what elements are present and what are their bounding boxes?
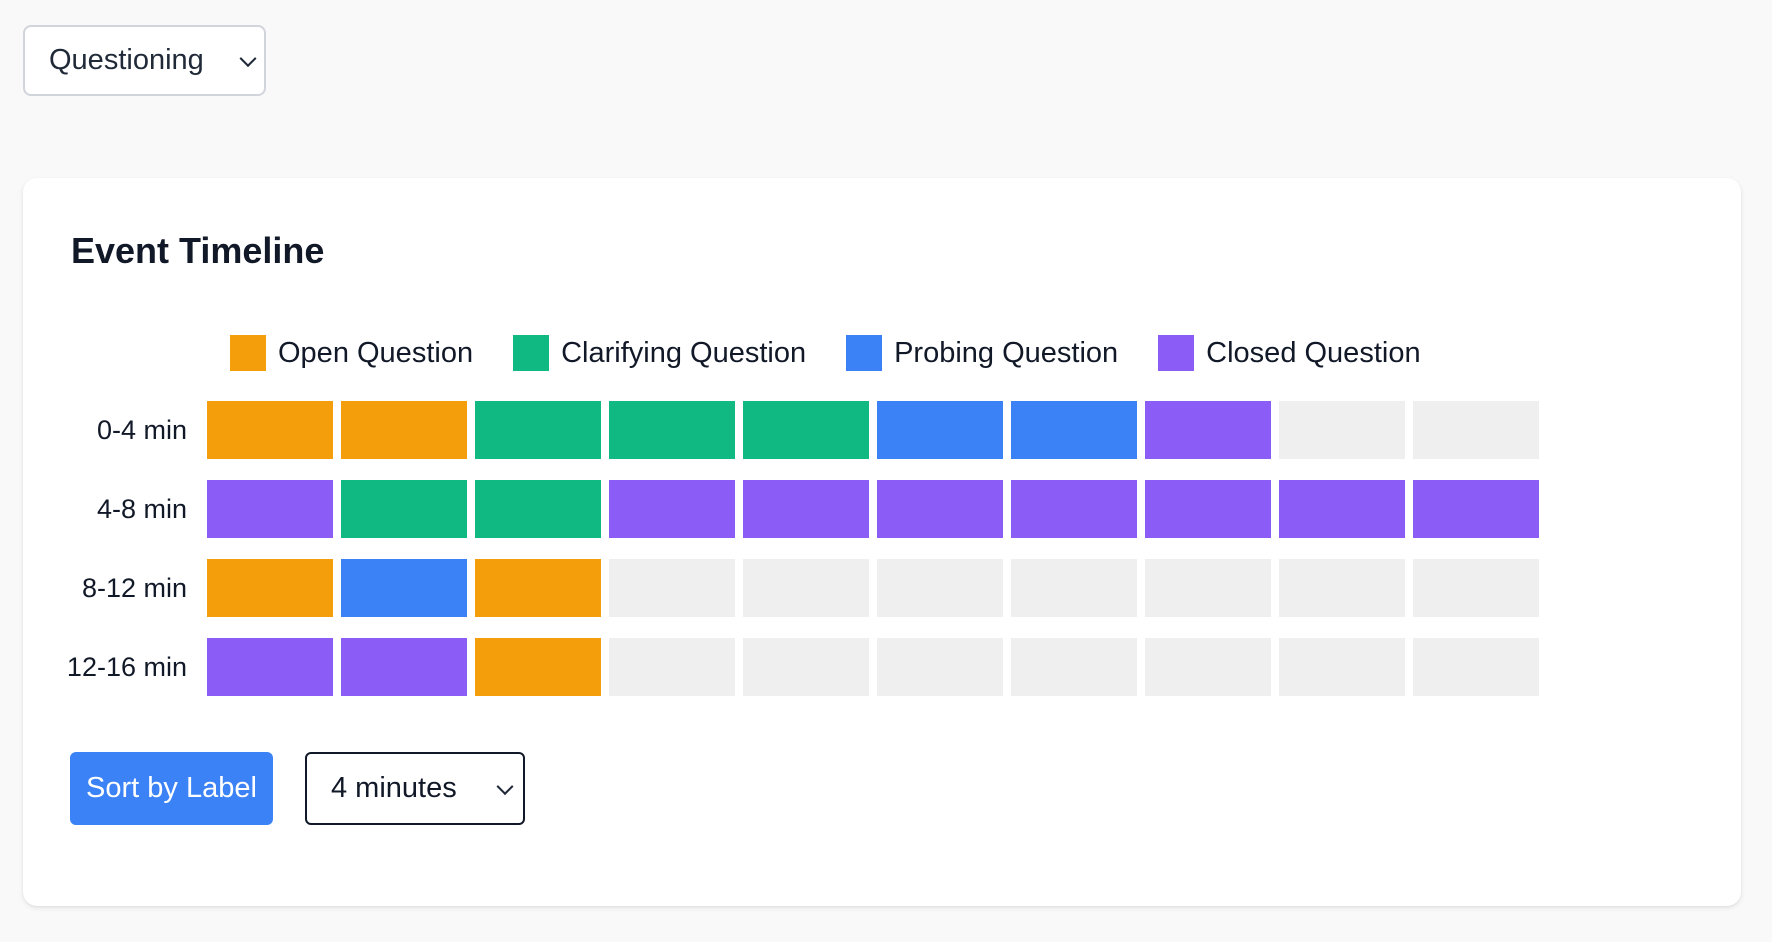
sort-by-label-button[interactable]: Sort by Label <box>70 752 273 825</box>
legend-swatch <box>1158 335 1195 371</box>
event-timeline-card: Event Timeline Open Question Clarifying Q… <box>23 178 1741 906</box>
timeline-cell <box>1145 401 1271 459</box>
legend-swatch <box>513 335 550 371</box>
legend-swatch <box>846 335 883 371</box>
card-title: Event Timeline <box>71 230 325 271</box>
legend-label: Clarifying Question <box>561 336 807 369</box>
timeline-cell-empty <box>1413 638 1539 696</box>
timeline-cell-empty <box>877 638 1003 696</box>
timeline-cell <box>743 480 869 538</box>
timeline-cell-empty <box>1413 401 1539 459</box>
timeline-row: 4-8 min <box>23 480 1543 538</box>
timeline-cell <box>207 559 333 617</box>
timeline-cell <box>1279 480 1405 538</box>
interval-select-value: 4 minutes <box>331 772 457 804</box>
chevron-down-icon <box>239 49 257 67</box>
timeline-cell-empty <box>1145 559 1271 617</box>
row-label: 4-8 min <box>96 494 187 524</box>
timeline-cell <box>877 401 1003 459</box>
legend-swatch <box>230 335 266 371</box>
timeline-cell <box>207 401 333 459</box>
timeline-cell <box>475 401 601 459</box>
legend-label: Open Question <box>278 336 474 369</box>
timeline-cell <box>743 401 869 459</box>
timeline-cell-empty <box>609 638 735 696</box>
timeline-cell <box>877 480 1003 538</box>
timeline-cell <box>475 480 601 538</box>
legend: Open Question Clarifying Question Probing … <box>230 334 1461 372</box>
timeline-cell <box>475 559 601 617</box>
timeline-row: 0-4 min <box>23 401 1543 459</box>
activity-filter-select[interactable]: Questioning <box>23 25 266 96</box>
timeline-cell <box>1011 480 1137 538</box>
timeline-cell <box>609 480 735 538</box>
timeline-cell-empty <box>1279 559 1405 617</box>
timeline-cell <box>341 401 467 459</box>
legend-label: Probing Question <box>894 336 1119 369</box>
timeline-cell <box>341 559 467 617</box>
timeline-row: 8-12 min <box>23 559 1543 617</box>
row-label: 8-12 min <box>81 573 187 603</box>
timeline-cell <box>207 480 333 538</box>
timeline-cell <box>475 638 601 696</box>
row-label: 12-16 min <box>66 652 187 682</box>
timeline-cell-empty <box>609 559 735 617</box>
legend-item: Clarifying Question <box>513 335 806 371</box>
legend-item: Open Question <box>230 335 473 371</box>
timeline-cell-empty <box>1279 638 1405 696</box>
legend-item: Closed Question <box>1158 335 1421 371</box>
timeline-row: 12-16 min <box>23 638 1543 696</box>
timeline-cell <box>341 480 467 538</box>
timeline-cell-empty <box>743 559 869 617</box>
interval-select[interactable]: 4 minutes <box>305 752 525 825</box>
timeline-cell <box>1145 480 1271 538</box>
timeline-cell <box>1413 480 1539 538</box>
timeline-cell-empty <box>743 638 869 696</box>
timeline-cell-empty <box>1279 401 1405 459</box>
timeline-cell-empty <box>1145 638 1271 696</box>
timeline-cell <box>341 638 467 696</box>
timeline-cell-empty <box>1011 638 1137 696</box>
timeline-cell <box>207 638 333 696</box>
timeline-cell-empty <box>877 559 1003 617</box>
row-label: 0-4 min <box>96 415 187 445</box>
activity-filter-value: Questioning <box>49 44 204 76</box>
timeline-cell-empty <box>1413 559 1539 617</box>
legend-item: Probing Question <box>846 335 1118 371</box>
timeline-cell <box>609 401 735 459</box>
timeline-cell-empty <box>1011 559 1137 617</box>
chevron-down-icon <box>496 777 514 795</box>
legend-label: Closed Question <box>1206 336 1421 369</box>
timeline-cell <box>1011 401 1137 459</box>
